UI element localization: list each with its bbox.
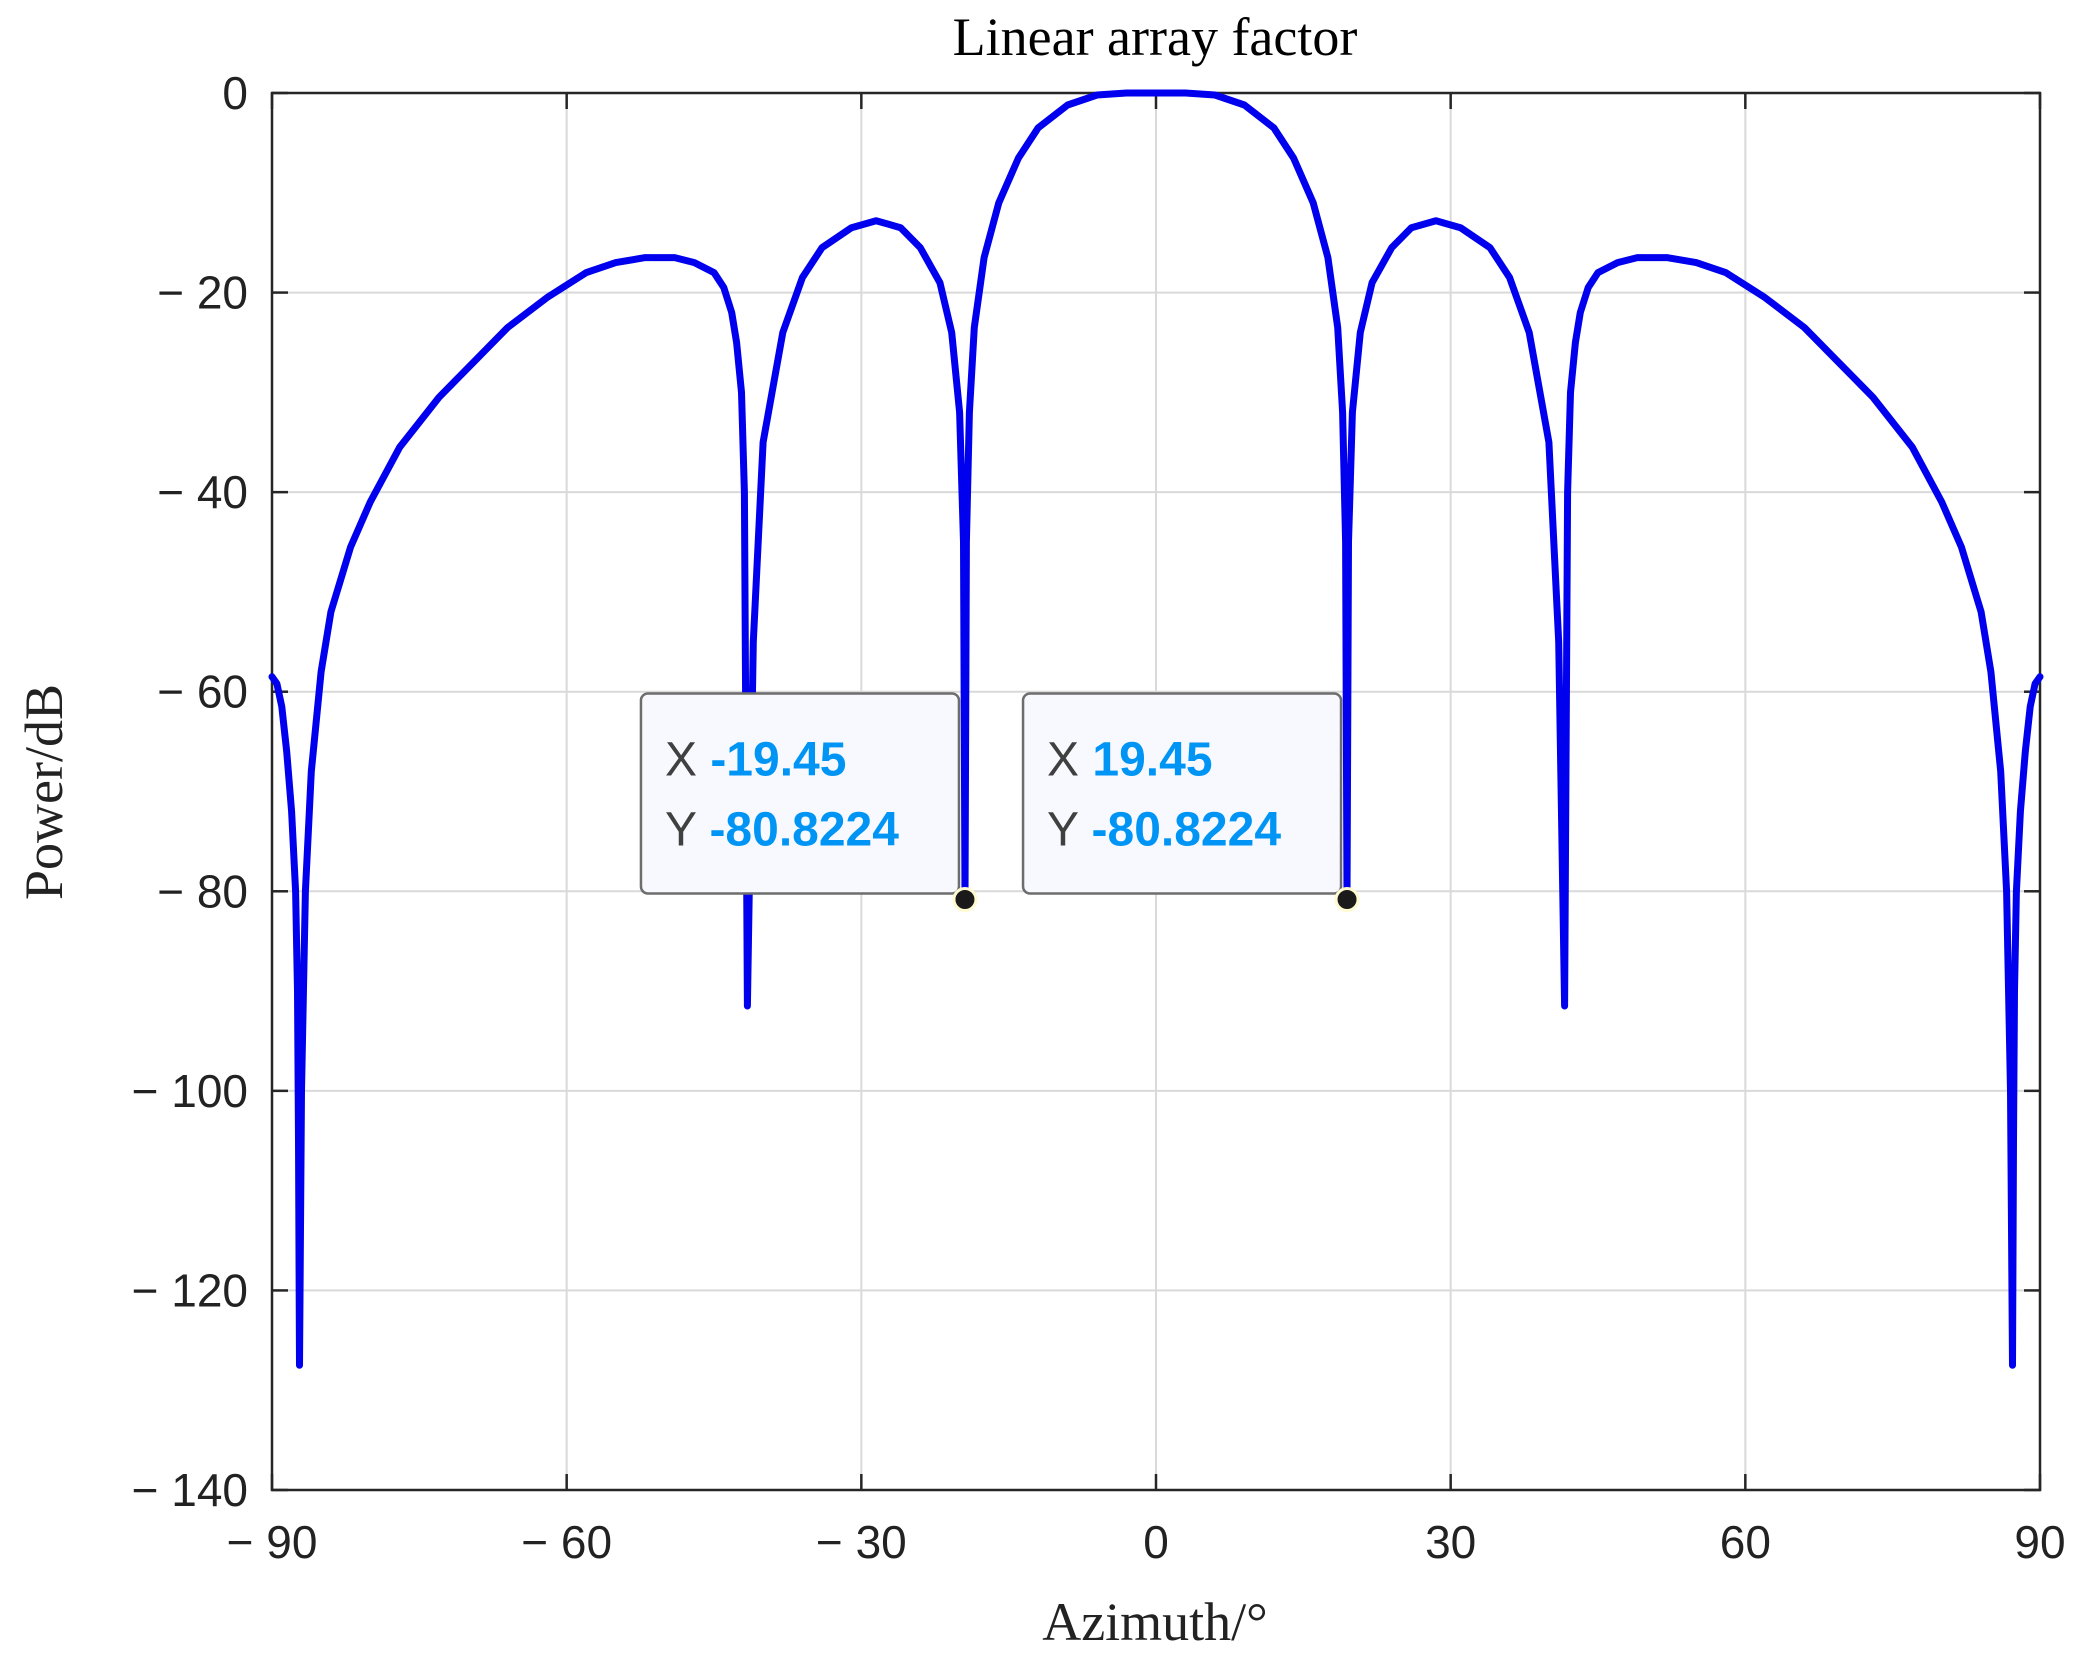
series-layer bbox=[268, 89, 2044, 1369]
data-tip-y-value: -80.8224 bbox=[709, 803, 899, 856]
y-tick-label: 0 bbox=[222, 67, 248, 119]
data-tip-y-key: Y bbox=[1047, 803, 1091, 856]
x-tick-label: 0 bbox=[1143, 1516, 1169, 1568]
x-tick-label: 30 bbox=[1425, 1516, 1476, 1568]
x-axis-label: Azimuth/° bbox=[1042, 1592, 1268, 1652]
data-tip-box bbox=[1021, 692, 1343, 895]
y-tick-label: − 60 bbox=[157, 666, 248, 718]
x-tick-label: 90 bbox=[2014, 1516, 2065, 1568]
data-tip-x-row: X -19.45 bbox=[665, 733, 846, 786]
x-tick-label: − 90 bbox=[227, 1516, 318, 1568]
y-tick-label: − 120 bbox=[132, 1264, 248, 1316]
series-line bbox=[268, 89, 2044, 1369]
y-tick-label: − 140 bbox=[132, 1464, 248, 1516]
data-tip-marker bbox=[1334, 886, 1360, 912]
x-tick-label: 60 bbox=[1720, 1516, 1771, 1568]
data-tip: X -19.45Y -80.8224 bbox=[639, 692, 978, 912]
data-tip: X 19.45Y -80.8224 bbox=[1021, 692, 1360, 912]
x-tick-label: − 60 bbox=[521, 1516, 612, 1568]
data-tip-y-key: Y bbox=[665, 803, 709, 856]
data-tip-x-value: -19.45 bbox=[710, 733, 846, 786]
y-tick-label: − 80 bbox=[157, 865, 248, 917]
data-tip-y-row: Y -80.8224 bbox=[1047, 803, 1281, 856]
data-tip-x-row: X 19.45 bbox=[1047, 733, 1212, 786]
y-tick-label: − 40 bbox=[157, 466, 248, 518]
data-tip-x-key: X bbox=[1047, 733, 1092, 786]
data-tip-y-row: Y -80.8224 bbox=[665, 803, 899, 856]
grid-layer bbox=[271, 92, 2041, 1491]
data-tip-y-value: -80.8224 bbox=[1092, 803, 1282, 856]
data-tip-box bbox=[639, 692, 961, 895]
data-tip-x-value: 19.45 bbox=[1092, 733, 1212, 786]
data-tip-marker bbox=[952, 886, 978, 912]
ticks-layer: − 90 − 60 − 30 0 30 60 90 0 − 20 − 40 − 60 − 80 − 10… bbox=[132, 67, 2066, 1568]
y-tick-label: − 100 bbox=[132, 1065, 248, 1117]
chart-title: Linear array factor bbox=[953, 7, 1358, 67]
y-tick-label: − 20 bbox=[157, 267, 248, 319]
x-tick-label: − 30 bbox=[816, 1516, 907, 1568]
data-tip-x-key: X bbox=[665, 733, 710, 786]
y-axis-label: Power/dB bbox=[14, 684, 74, 900]
